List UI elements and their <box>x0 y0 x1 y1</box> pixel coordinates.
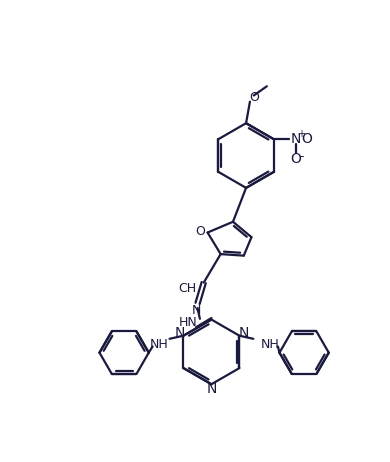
Text: N: N <box>191 304 201 317</box>
Text: N: N <box>174 327 184 340</box>
Text: O: O <box>196 225 206 238</box>
Text: +: + <box>297 129 305 139</box>
Text: N: N <box>291 132 301 146</box>
Text: N: N <box>206 382 216 396</box>
Text: O: O <box>249 91 259 103</box>
Text: O: O <box>301 132 312 146</box>
Text: -: - <box>300 150 304 163</box>
Text: HN: HN <box>179 316 198 329</box>
Text: CH: CH <box>178 282 196 295</box>
Text: NH: NH <box>261 338 280 351</box>
Text: NH: NH <box>150 338 169 351</box>
Text: O: O <box>290 152 301 166</box>
Text: N: N <box>238 327 248 340</box>
